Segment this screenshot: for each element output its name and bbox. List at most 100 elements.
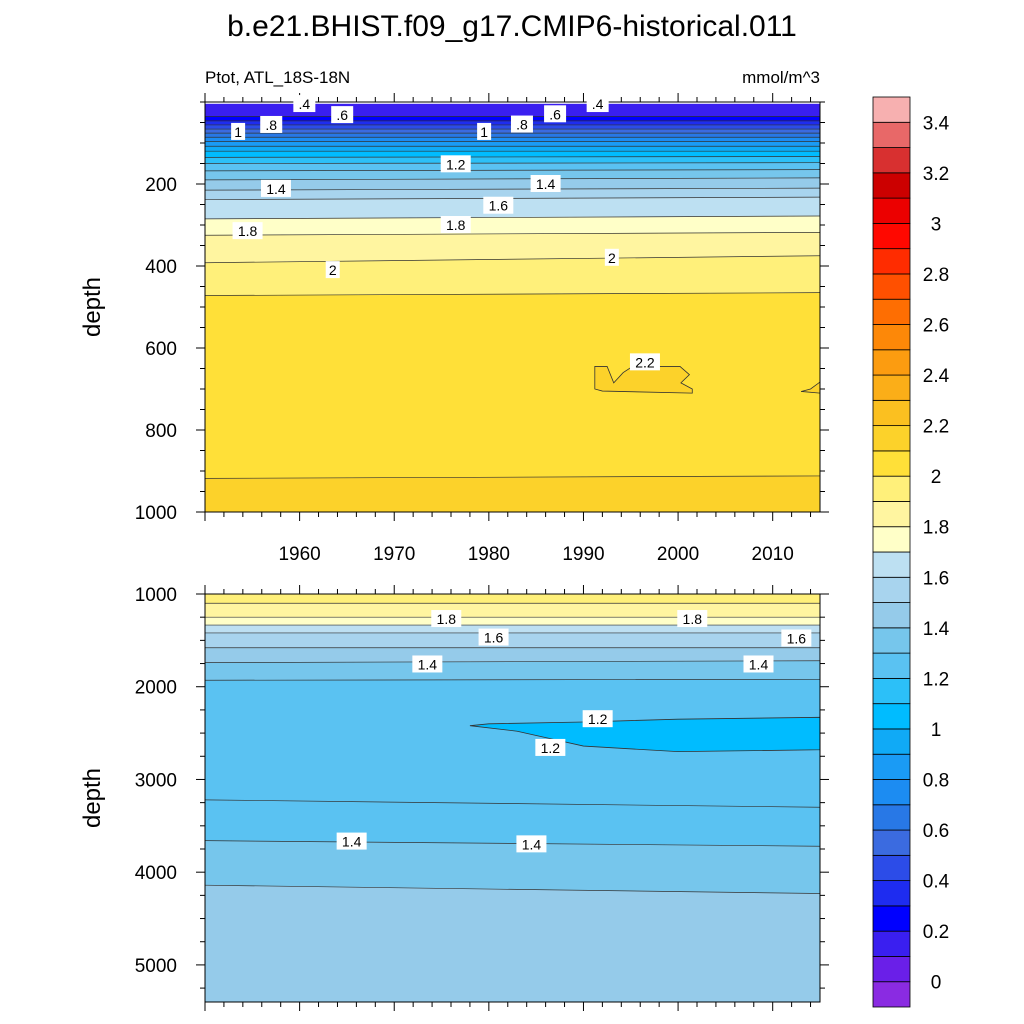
colorbar-swatch [872,703,911,730]
colorbar-swatch [872,222,911,250]
colorbar-label: 1.8 [923,518,949,539]
contour-band [205,292,820,479]
contour-label-bg [781,629,812,647]
colorbar-swatch [872,96,911,123]
contour-label: 1.2 [588,711,608,727]
contour-line [205,156,820,158]
colorbar-swatch [872,854,911,882]
colorbar-swatch [872,829,911,856]
contour-label-bg [232,222,263,240]
contour-label-bg [516,835,547,853]
contour-label-bg [483,196,514,214]
contour-label-bg [604,248,619,266]
colorbar-swatch [872,956,911,983]
colorbar-swatch [872,652,911,679]
contour-label-bg [478,628,509,646]
x-tick-label: 2010 [752,544,794,565]
contour-label: .8 [516,117,528,133]
contour-label-bg [544,105,567,123]
contour-line [205,215,820,220]
colorbar-label: 0.2 [923,922,949,943]
y-tick-label: 3000 [135,770,177,791]
upper-panel: 1960 1970 1980 1990 2000 2010 200 400 600 800 1000… [79,93,829,565]
colorbar-swatch [872,526,911,553]
contour-band [205,840,820,894]
contour-label-bg [530,175,561,192]
colorbar-swatch [872,298,911,325]
colorbar-label: 2.2 [923,417,949,438]
colorbar-label: 1.6 [923,568,949,589]
y-tick-label: 400 [145,257,177,278]
lower-panel: 1000 2000 3000 4000 5000 depth 1.8 1.8 1.6 1.6 1.4… [79,585,829,1011]
colorbar-label: 1 [931,720,942,741]
contour-region [800,381,820,394]
contour-line [205,292,820,296]
contour-line [205,177,820,181]
contour-label: 1.2 [541,740,561,756]
contour-band [205,103,820,117]
contour-region [469,716,820,753]
contour-label: 2 [608,250,616,266]
contour-label: .6 [336,107,348,123]
colorbar-swatch [872,399,911,427]
colorbar-label: 1.4 [923,619,950,640]
colorbar: 0 0.2 0.4 0.6 0.8 1 1.2 1.4 1.6 1.8 2 2.2 2.4 2.6 2.8 3… [872,96,950,1008]
contour-band [205,215,820,236]
contour-band [205,799,820,847]
contour-label: 2 [329,262,337,278]
x-tick-label: 1980 [468,544,510,565]
y-axis-label: depth [79,277,106,337]
contour-label: 1.6 [489,198,509,214]
colorbar-swatch [872,501,911,528]
chart-units: mmol/m^3 [742,68,820,87]
contour-band [205,146,820,152]
colorbar-swatch [872,753,911,780]
colorbar-label: 0.4 [923,872,950,893]
contour-label-bg [331,106,354,124]
contour-label-bg [629,353,660,371]
contour-band [205,132,820,138]
contour-label: 1.6 [484,630,504,646]
contour-label: .4 [592,96,604,112]
contour-band [205,141,820,147]
contour-label: .4 [299,96,311,112]
contour-band [205,632,820,649]
contour-label-bg [677,610,708,628]
chart-subtitle-left: Ptot, ATL_18S-18N [205,68,350,87]
contour-band [205,660,820,681]
contour-label-bg [582,710,613,728]
contour-label-bg [293,95,316,113]
contour-label-bg [431,610,462,628]
contour-band [205,603,820,618]
contour-region [594,366,693,394]
contour-band [205,137,820,142]
colorbar-swatch [872,425,911,452]
contour-label: 1.4 [522,836,542,852]
y-tick-label: 1000 [135,503,177,524]
colorbar-swatch [872,248,911,275]
y-axis-label: depth [79,768,106,828]
plot-frame [204,593,821,1003]
contour-label: 1.4 [266,181,286,197]
contour-line [205,255,820,264]
contour-line [205,162,820,164]
contour-line [205,475,820,479]
colorbar-label: 2.6 [923,316,949,337]
chart-title: b.e21.BHIST.f09_g17.CMIP6-historical.011 [227,10,797,43]
contour-label: 1.4 [536,176,556,192]
contour-label-bg [412,655,443,673]
y-tick-label: 800 [145,421,177,442]
contour-label-bg [586,95,609,113]
colorbar-label: 3 [931,214,942,235]
colorbar-swatch [872,905,911,932]
contour-line [205,678,820,681]
colorbar-swatch [872,576,911,603]
contour-label-bg [535,738,566,756]
colorbar-swatch [872,880,911,907]
colorbar-label: 0 [931,973,942,994]
contour-label: .8 [265,117,277,133]
x-tick-label: 1990 [562,544,604,565]
contour-label-bg [440,216,471,233]
contour-label: 1.4 [749,656,769,672]
colorbar-swatch [872,349,911,376]
